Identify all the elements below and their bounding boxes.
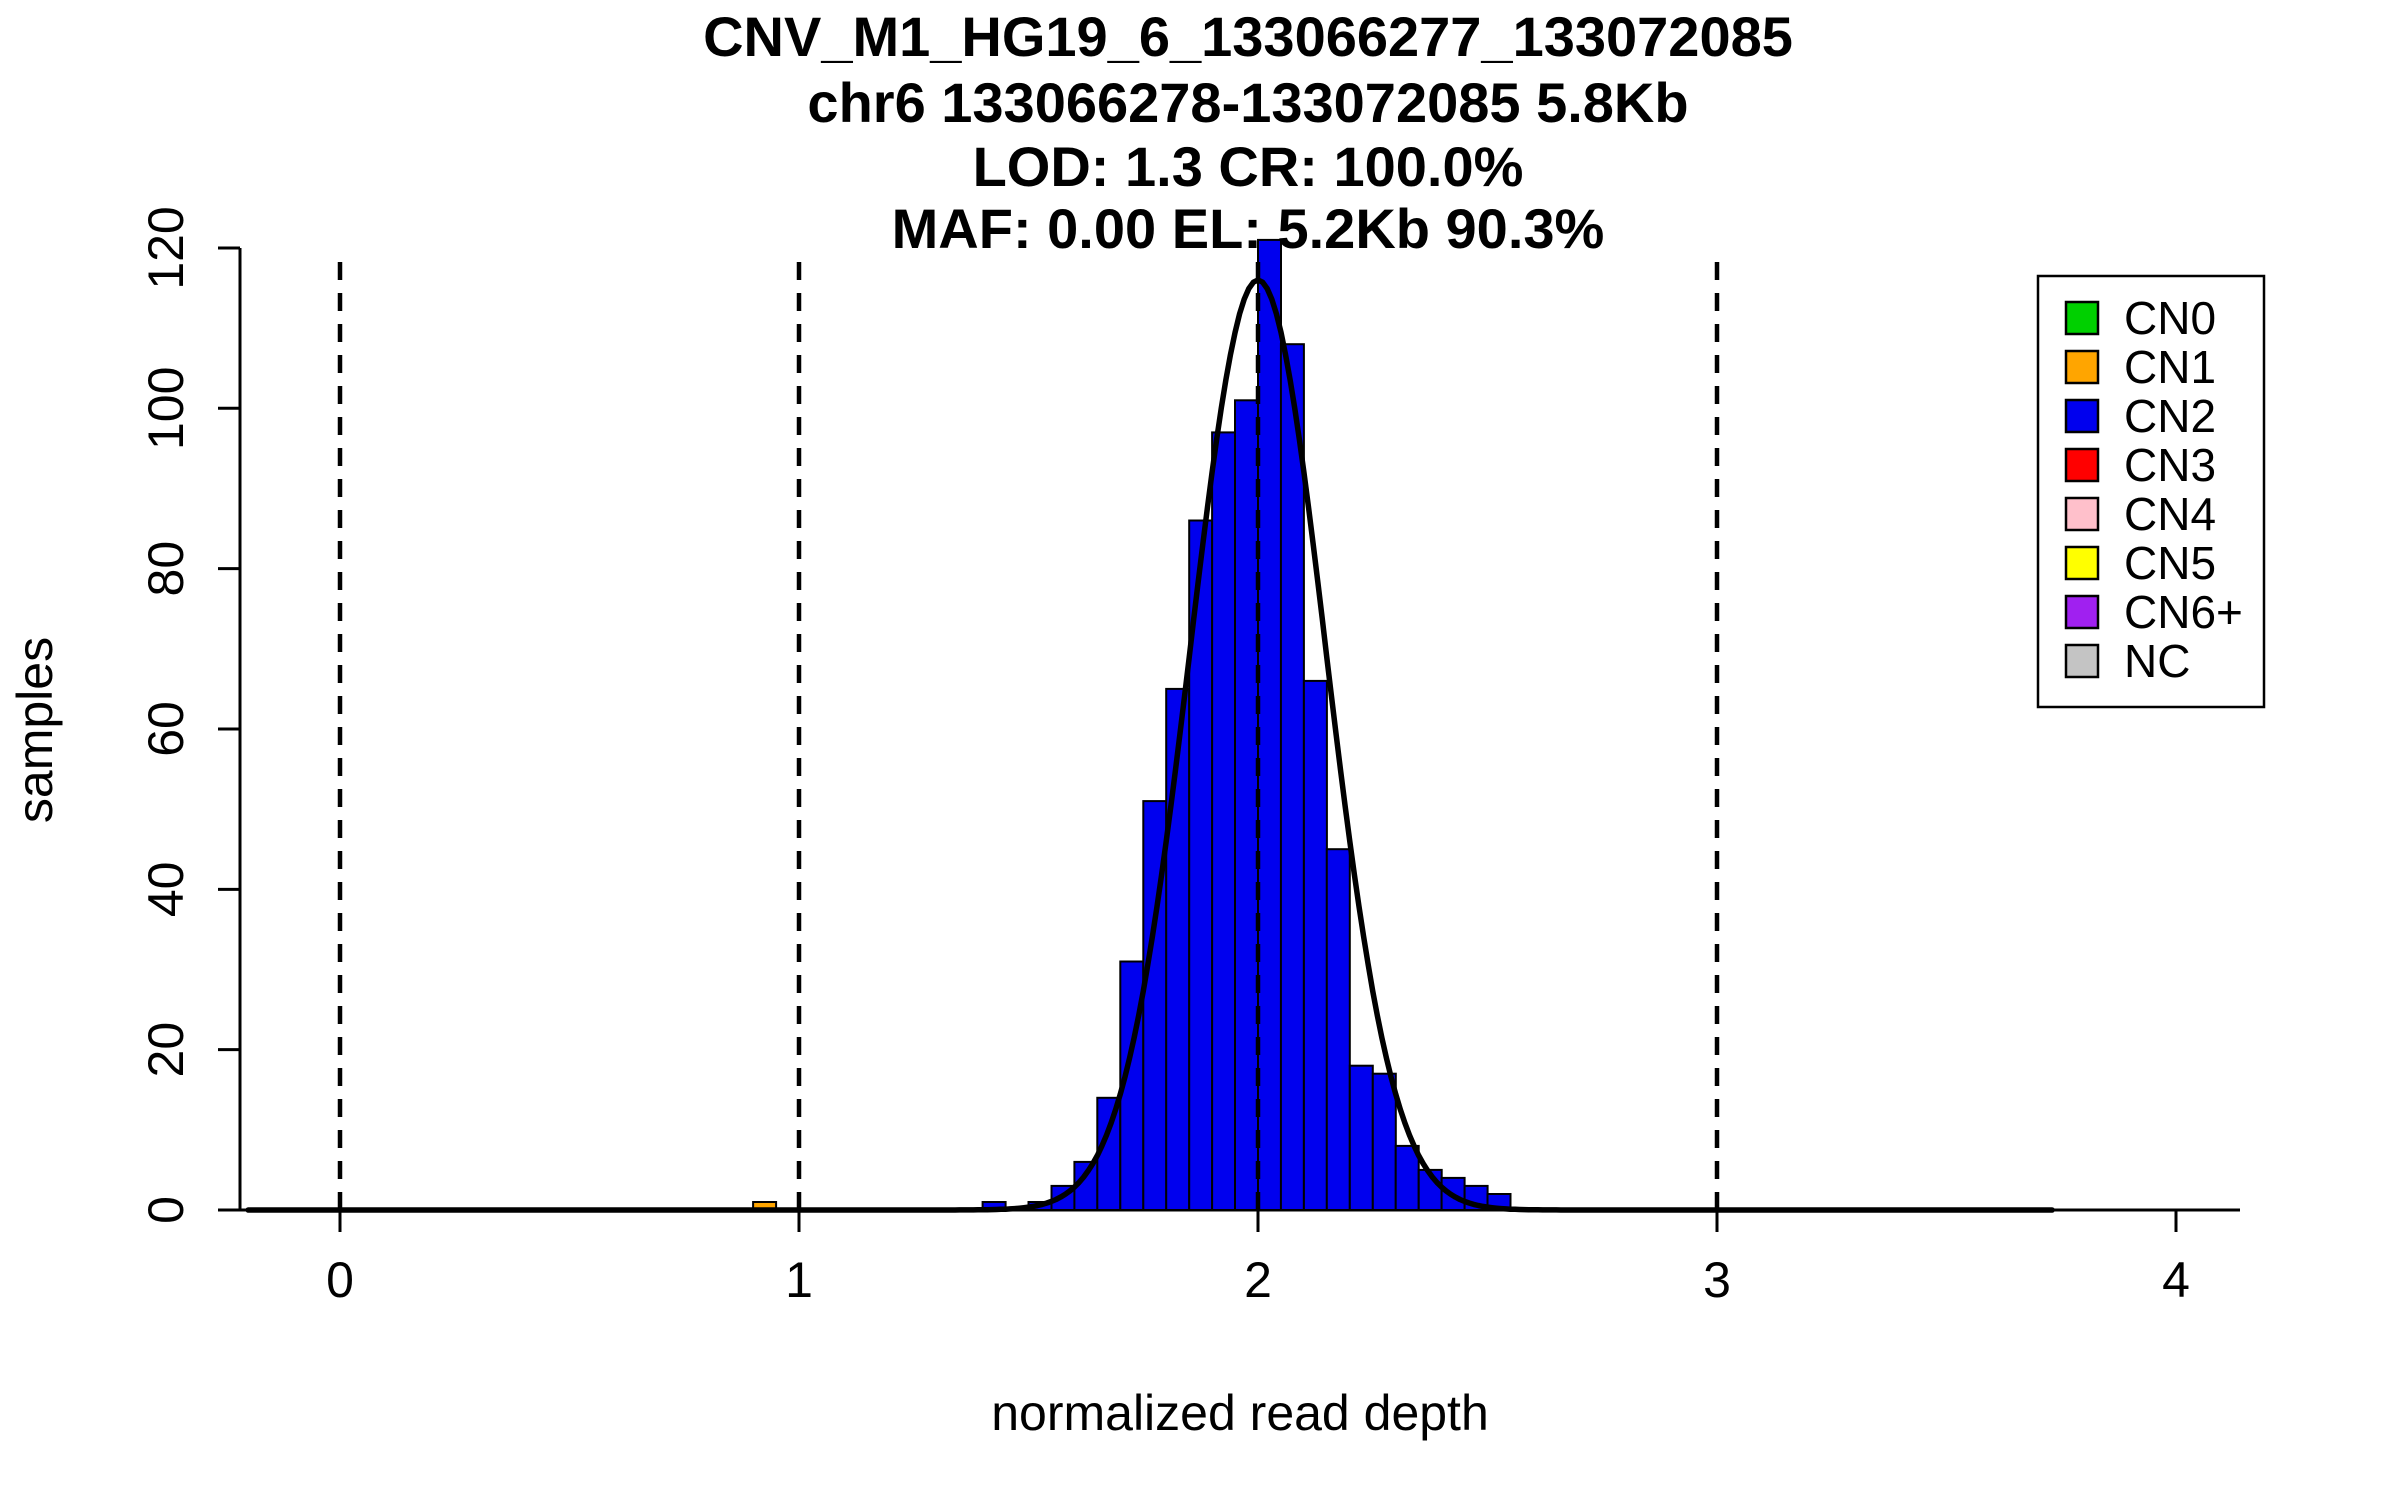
histogram-bar-cn2 <box>1279 343 1305 1211</box>
histogram-bar-cn2 <box>1211 431 1237 1211</box>
y-tick-label: 80 <box>138 541 194 597</box>
x-tick-label: 1 <box>785 1252 813 1308</box>
legend-swatch-cn5 <box>2064 545 2100 581</box>
legend-swatch-cn3 <box>2064 447 2100 483</box>
y-tick-label: 60 <box>138 701 194 757</box>
x-tick-label: 2 <box>1244 1252 1272 1308</box>
histogram-bar-cn2 <box>1394 1144 1420 1212</box>
x-tick-label: 0 <box>326 1252 354 1308</box>
legend-label-cn1: CN1 <box>2124 341 2216 393</box>
y-tick-label: 40 <box>138 862 194 918</box>
legend-swatch-cn6plus <box>2064 594 2100 630</box>
legend-label-cn6plus: CN6+ <box>2124 586 2243 638</box>
y-tick-label: 100 <box>138 367 194 450</box>
legend-swatch-cn0 <box>2064 300 2100 336</box>
y-tick-label: 120 <box>138 206 194 289</box>
histogram-bar-cn2 <box>1234 399 1259 1211</box>
legend-box <box>2036 274 2266 709</box>
legend-swatch-cn1 <box>2064 349 2100 385</box>
y-axis-label: samples <box>7 637 63 823</box>
title-line-3: LOD: 1.3 CR: 100.0% <box>973 135 1524 198</box>
legend-label-cn3: CN3 <box>2124 439 2216 491</box>
title-line-1: CNV_M1_HG19_6_133066277_133072085 <box>703 5 1793 68</box>
y-tick-label: 20 <box>138 1022 194 1078</box>
legend: CN0 CN1 CN2 CN3 CN4 CN5 CN6+ NC <box>2036 274 2266 709</box>
legend-swatch-cn2 <box>2064 398 2100 434</box>
x-tick-label: 3 <box>1703 1252 1731 1308</box>
fitted-density-curve <box>245 277 2055 1213</box>
title-line-4: MAF: 0.00 EL: 5.2Kb 90.3% <box>892 197 1605 260</box>
legend-label-nc: NC <box>2124 635 2190 687</box>
legend-swatch-cn4 <box>2064 496 2100 532</box>
legend-label-cn4: CN4 <box>2124 488 2216 540</box>
legend-label-cn0: CN0 <box>2124 292 2216 344</box>
legend-swatch-nc <box>2064 643 2100 679</box>
histogram-bar-cn2 <box>1348 1064 1374 1211</box>
title-line-2: chr6 133066278-133072085 5.8Kb <box>807 71 1688 134</box>
x-tick-label: 4 <box>2162 1252 2190 1308</box>
x-axis-label: normalized read depth <box>991 1385 1489 1441</box>
legend-label-cn5: CN5 <box>2124 537 2216 589</box>
histogram-bar-cn2 <box>1302 679 1328 1211</box>
y-tick-label: 0 <box>138 1196 194 1224</box>
histogram-bar-cn2 <box>1257 238 1282 1211</box>
legend-label-cn2: CN2 <box>2124 390 2216 442</box>
histogram-bar-cn2 <box>1371 1072 1397 1211</box>
histogram-bar-cn2 <box>1325 848 1351 1211</box>
